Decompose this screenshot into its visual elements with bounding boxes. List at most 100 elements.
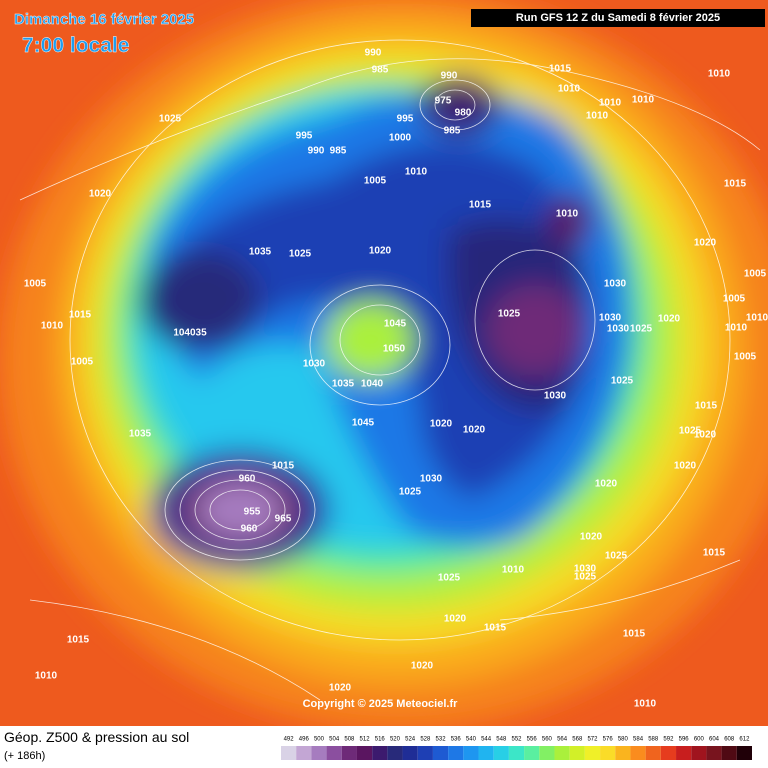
- pressure-label: 1005: [24, 279, 47, 290]
- pressure-label: 1010: [586, 111, 609, 122]
- pressure-label: 1030: [607, 324, 630, 335]
- legend-value: 508: [344, 737, 355, 743]
- pressure-label: 1015: [272, 461, 295, 472]
- pressure-label: 1010: [725, 323, 748, 334]
- pressure-label: 1025: [498, 309, 521, 320]
- legend-value: 516: [375, 737, 386, 743]
- legend-value: 584: [633, 737, 644, 743]
- pressure-label: 985: [444, 126, 461, 137]
- pressure-label: 1015: [69, 310, 92, 321]
- legend-swatch: [493, 746, 509, 760]
- pressure-label: 1020: [369, 246, 392, 257]
- pressure-label: 1020: [694, 430, 717, 441]
- legend-value: 612: [739, 737, 750, 743]
- legend-swatch: [691, 746, 707, 760]
- legend-swatch: [508, 746, 525, 760]
- legend-value: 568: [572, 737, 583, 743]
- pressure-label: 1020: [411, 661, 434, 672]
- legend-value: 544: [481, 737, 492, 743]
- legend-value: 600: [694, 737, 705, 743]
- legend-swatch: [660, 746, 677, 760]
- legend-swatch: [615, 746, 631, 760]
- pressure-label: 1015: [623, 629, 646, 640]
- legend-swatch: [736, 746, 752, 760]
- legend-value: 540: [466, 737, 477, 743]
- pressure-label: 1040: [361, 379, 384, 390]
- pressure-label: 1050: [383, 344, 406, 355]
- pressure-label: 1030: [574, 564, 597, 575]
- legend-value: 588: [648, 737, 659, 743]
- legend-value: 528: [420, 737, 431, 743]
- legend-value: 604: [709, 737, 720, 743]
- pressure-label: 1010: [708, 69, 731, 80]
- run-label: Run GFS 12 Z du Samedi 8 février 2025: [516, 12, 720, 24]
- pressure-label: 975: [435, 96, 452, 107]
- pressure-label: 1015: [484, 623, 507, 634]
- pressure-label: 1030: [544, 391, 567, 402]
- pressure-label: 1035: [129, 429, 152, 440]
- pressure-label: 1010: [405, 167, 428, 178]
- pressure-label: 1035: [332, 379, 355, 390]
- legend-swatch: [539, 746, 555, 760]
- legend-value: 500: [314, 737, 325, 743]
- pressure-label: 1015: [724, 179, 747, 190]
- pressure-label: 1015: [703, 548, 726, 559]
- pressure-label: 1005: [364, 176, 387, 187]
- legend-swatch: [296, 746, 312, 760]
- date-label: Dimanche 16 février 2025: [14, 11, 194, 28]
- pressure-label: 1010: [634, 699, 657, 710]
- legend-swatch: [706, 746, 722, 760]
- legend-swatch: [569, 746, 585, 760]
- lead-time: (+ 186h): [4, 750, 45, 762]
- legend-swatch: [630, 746, 646, 760]
- legend-value: 572: [587, 737, 598, 743]
- legend-value: 520: [390, 737, 401, 743]
- legend-value: 576: [603, 737, 614, 743]
- legend-value: 536: [451, 737, 462, 743]
- pressure-label: 985: [330, 146, 347, 157]
- legend-value: 524: [405, 737, 416, 743]
- legend-value: 492: [284, 737, 295, 743]
- pressure-label: 1030: [303, 359, 326, 370]
- pressure-label: 1010: [558, 84, 581, 95]
- legend-swatch: [417, 746, 433, 760]
- pressure-label: 980: [455, 108, 472, 119]
- legend-swatch: [432, 746, 449, 760]
- pressure-label: 1025: [679, 426, 702, 437]
- pressure-label: 960: [239, 474, 256, 485]
- pressure-label: 1010: [556, 209, 579, 220]
- map-field: [0, 0, 768, 726]
- legend-value: 496: [299, 737, 310, 743]
- legend-swatch: [281, 746, 297, 760]
- legend-swatch: [356, 746, 373, 760]
- pressure-label: 1025: [574, 572, 597, 583]
- legend-swatch: [372, 746, 388, 760]
- pressure-label: 1020: [658, 314, 681, 325]
- legend-swatch: [311, 746, 327, 760]
- pressure-label: 1010: [502, 565, 525, 576]
- legend-value: 608: [724, 737, 735, 743]
- pressure-label: 1020: [89, 189, 112, 200]
- pressure-label: 1020: [329, 683, 352, 694]
- legend-value: 580: [618, 737, 629, 743]
- pressure-label: 1010: [35, 671, 58, 682]
- pressure-label: 960: [241, 524, 258, 535]
- pressure-label: 1020: [444, 614, 467, 625]
- pressure-label: 995: [296, 131, 313, 142]
- pressure-label: 1025: [438, 573, 461, 584]
- legend-swatch: [721, 746, 737, 760]
- pressure-label: 1045: [384, 319, 407, 330]
- legend-value: 596: [679, 737, 690, 743]
- legend-value: 560: [542, 737, 553, 743]
- legend-swatch: [463, 746, 479, 760]
- pressure-label: 990: [441, 71, 458, 82]
- pressure-label: 1020: [430, 419, 453, 430]
- pressure-label: 1020: [674, 461, 697, 472]
- pressure-label: 1030: [599, 313, 622, 324]
- pressure-label: 1020: [694, 238, 717, 249]
- pressure-label: 1010: [746, 313, 768, 324]
- legend-swatch: [448, 746, 464, 760]
- pressure-label: 1020: [595, 479, 618, 490]
